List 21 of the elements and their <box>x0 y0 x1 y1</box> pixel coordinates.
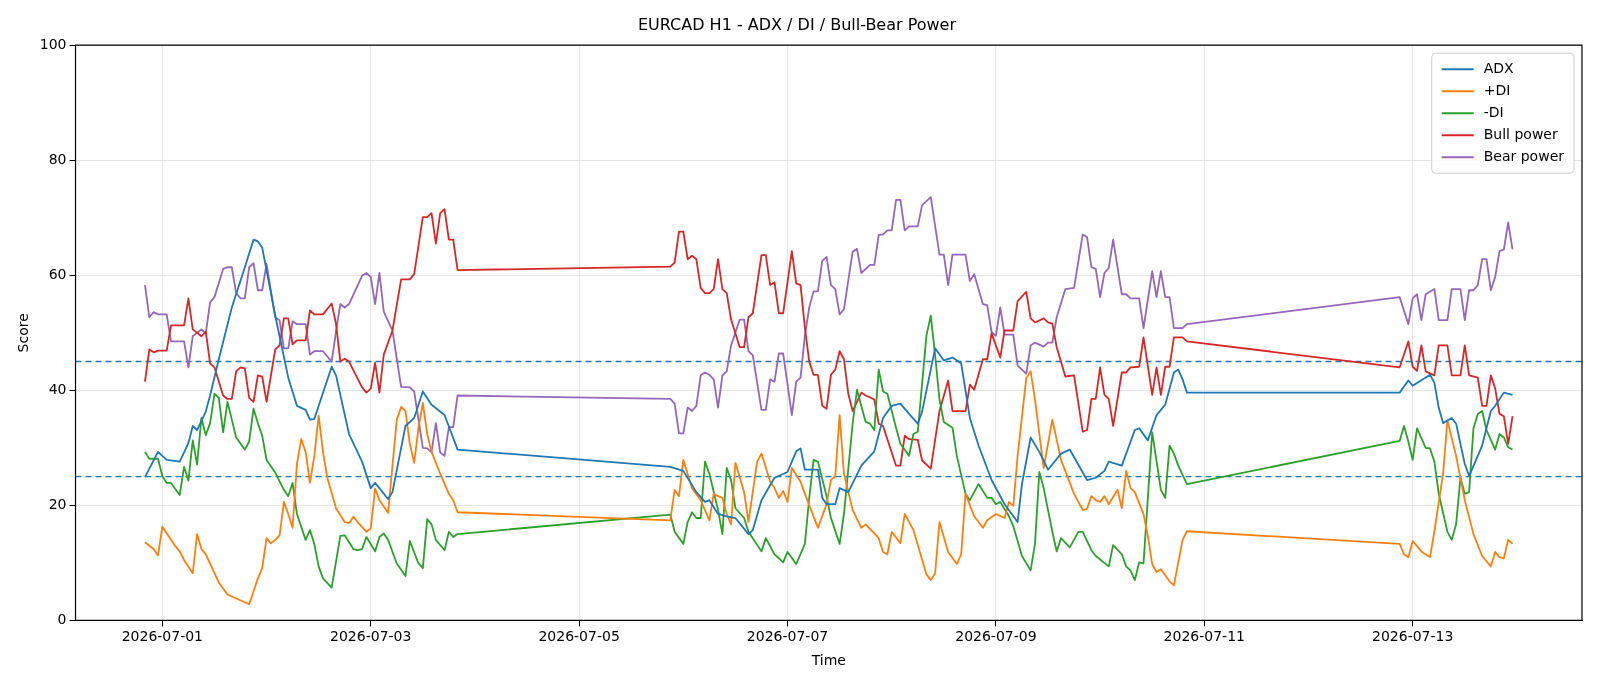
x-tick-label: 2026-07-07 <box>746 628 829 645</box>
y-axis-title: Score <box>15 313 32 353</box>
x-tick-label: 2026-07-13 <box>1372 628 1454 645</box>
legend-label: +DI <box>1483 81 1511 98</box>
x-axis-title: Time <box>810 652 846 669</box>
x-tick-label: 2026-07-11 <box>1163 628 1245 645</box>
y-tick-label: 80 <box>48 150 67 167</box>
chart-title: EURCAD H1 - ADX / DI / Bull-Bear Power <box>637 14 957 34</box>
y-tick-label: 0 <box>57 611 67 628</box>
y-tick-label: 20 <box>48 496 67 512</box>
x-tick-label: 2026-07-09 <box>955 628 1037 645</box>
x-tick-label: 2026-07-03 <box>330 628 412 645</box>
y-tick-label: 40 <box>48 380 67 397</box>
legend-label: ADX <box>1483 59 1515 76</box>
legend-label: -DI <box>1483 103 1504 120</box>
y-tick-label: 60 <box>48 265 67 282</box>
legend-label: Bear power <box>1483 147 1565 164</box>
x-tick-label: 2026-07-05 <box>538 628 620 645</box>
legend-label: Bull power <box>1483 125 1558 142</box>
x-tick-label: 2026-07-01 <box>121 628 204 645</box>
y-tick-label: 100 <box>39 35 67 52</box>
